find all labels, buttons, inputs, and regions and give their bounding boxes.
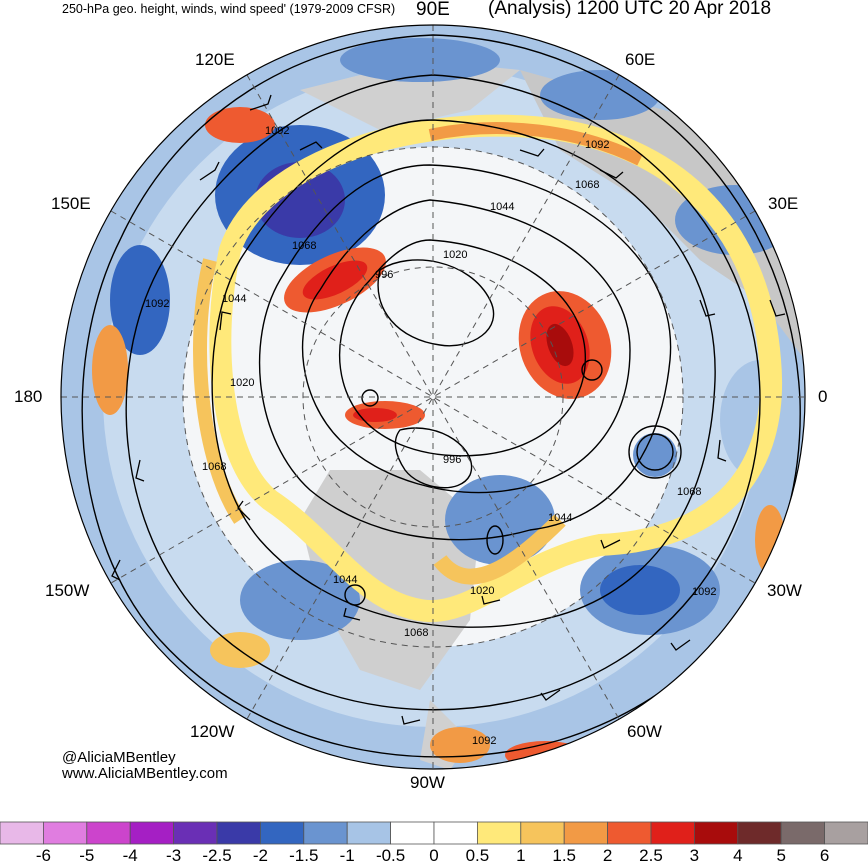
colorbar-box xyxy=(303,821,348,845)
map-title-right: (Analysis) 1200 UTC 20 Apr 2018 xyxy=(488,0,772,19)
lon-label-180: 180 xyxy=(14,387,43,406)
colorbar xyxy=(0,821,868,845)
wind-barbs xyxy=(111,94,786,725)
colorbar-tick-label: -6 xyxy=(35,846,51,865)
colorbar-box xyxy=(43,821,88,845)
contour-label: 996 xyxy=(375,269,393,281)
colorbar-tick-label: -2.5 xyxy=(202,846,232,865)
contour-label: 1020 xyxy=(443,249,467,261)
colorbar-tick-label: -3 xyxy=(166,846,182,865)
contour-label: 1068 xyxy=(292,240,316,252)
colorbar-box xyxy=(520,821,565,845)
colorbar-box xyxy=(216,821,261,845)
credit-handle: @AliciaMBentley xyxy=(62,749,176,766)
contour-label: 1092 xyxy=(265,125,289,137)
contour-label: 996 xyxy=(443,454,461,466)
lon-label-150e: 150E xyxy=(51,194,91,213)
colorbar-tick-label: -4 xyxy=(122,846,138,865)
contour-label: 1068 xyxy=(404,627,428,639)
height-contours xyxy=(81,34,801,758)
colorbar-tick-label: 1 xyxy=(516,846,526,865)
colorbar-box xyxy=(173,821,218,845)
colorbar-tick-label: -1.5 xyxy=(289,846,319,865)
colorbar-box xyxy=(824,821,868,845)
contour-label: 1068 xyxy=(575,179,599,191)
colorbar-box xyxy=(86,821,131,845)
colorbar-tick-label: -0.5 xyxy=(375,846,406,865)
credit-website: www.AliciaMBentley.com xyxy=(62,765,228,782)
contour-label: 1044 xyxy=(490,201,514,213)
graticule xyxy=(61,25,805,769)
lon-label-90e: 90E xyxy=(416,0,450,20)
contour-label: 1068 xyxy=(677,486,701,498)
colorbar-tick-label: 2.5 xyxy=(639,846,663,865)
colorbar-box xyxy=(563,821,609,845)
colorbar-tick-label: 6 xyxy=(819,846,830,865)
contour-label: 1044 xyxy=(548,512,572,524)
colorbar-box xyxy=(0,821,44,845)
lon-label-120w: 120W xyxy=(190,722,235,741)
colorbar-tick-label: 2 xyxy=(602,846,613,865)
contour-label: 1092 xyxy=(692,586,716,598)
colorbar-tick-label: -1 xyxy=(339,846,355,865)
colorbar-box xyxy=(433,821,478,845)
map-boundary xyxy=(60,24,806,770)
lon-label-120e: 120E xyxy=(195,50,235,69)
colorbar-boxes xyxy=(0,821,868,845)
colorbar-tick-label: -5 xyxy=(79,846,95,865)
lon-label-150w: 150W xyxy=(45,581,90,600)
contour-label: 1044 xyxy=(222,293,246,305)
colorbar-tick-label: 0.5 xyxy=(465,846,490,865)
colorbar-tick-label: -2 xyxy=(252,846,268,865)
contour-label: 1068 xyxy=(202,461,226,473)
lon-label-30w: 30W xyxy=(767,581,802,600)
colorbar-tick-label: 3 xyxy=(689,846,700,865)
lon-label-90w: 90W xyxy=(410,773,445,792)
lon-label-60w: 60W xyxy=(627,722,662,741)
colorbar-box xyxy=(650,821,695,845)
lon-label-30e: 30E xyxy=(768,194,799,213)
colorbar-box xyxy=(780,821,826,845)
contour-label: 1020 xyxy=(470,585,494,597)
colorbar-tick-label: 1.5 xyxy=(552,846,577,865)
colorbar-tick-label: 0 xyxy=(429,846,439,865)
contour-label: 1092 xyxy=(585,139,609,151)
contour-label: 1044 xyxy=(333,574,357,586)
colorbar-box xyxy=(476,821,522,845)
anomaly-field xyxy=(92,38,805,769)
colorbar-tick-label: 4 xyxy=(733,846,743,865)
colorbar-box xyxy=(607,821,652,845)
colorbar-tick-label: 5 xyxy=(776,846,786,865)
contour-label: 1092 xyxy=(472,735,496,747)
colorbar-box xyxy=(259,821,305,845)
lon-label-0: 0 xyxy=(818,387,828,406)
colorbar-box xyxy=(129,821,174,845)
contour-label: 1020 xyxy=(230,377,254,389)
contour-label-group: 1092 1092 1068 1044 1068 1044 1020 996 1… xyxy=(145,125,716,747)
lon-label-60e: 60E xyxy=(625,50,656,69)
colorbar-box xyxy=(346,821,392,845)
colorbar-box xyxy=(694,821,739,845)
colorbar-box xyxy=(737,821,782,845)
contour-label: 1092 xyxy=(145,298,169,310)
colorbar-box xyxy=(390,821,435,845)
map-title-left: 250-hPa geo. height, winds, wind speed' … xyxy=(62,2,396,16)
